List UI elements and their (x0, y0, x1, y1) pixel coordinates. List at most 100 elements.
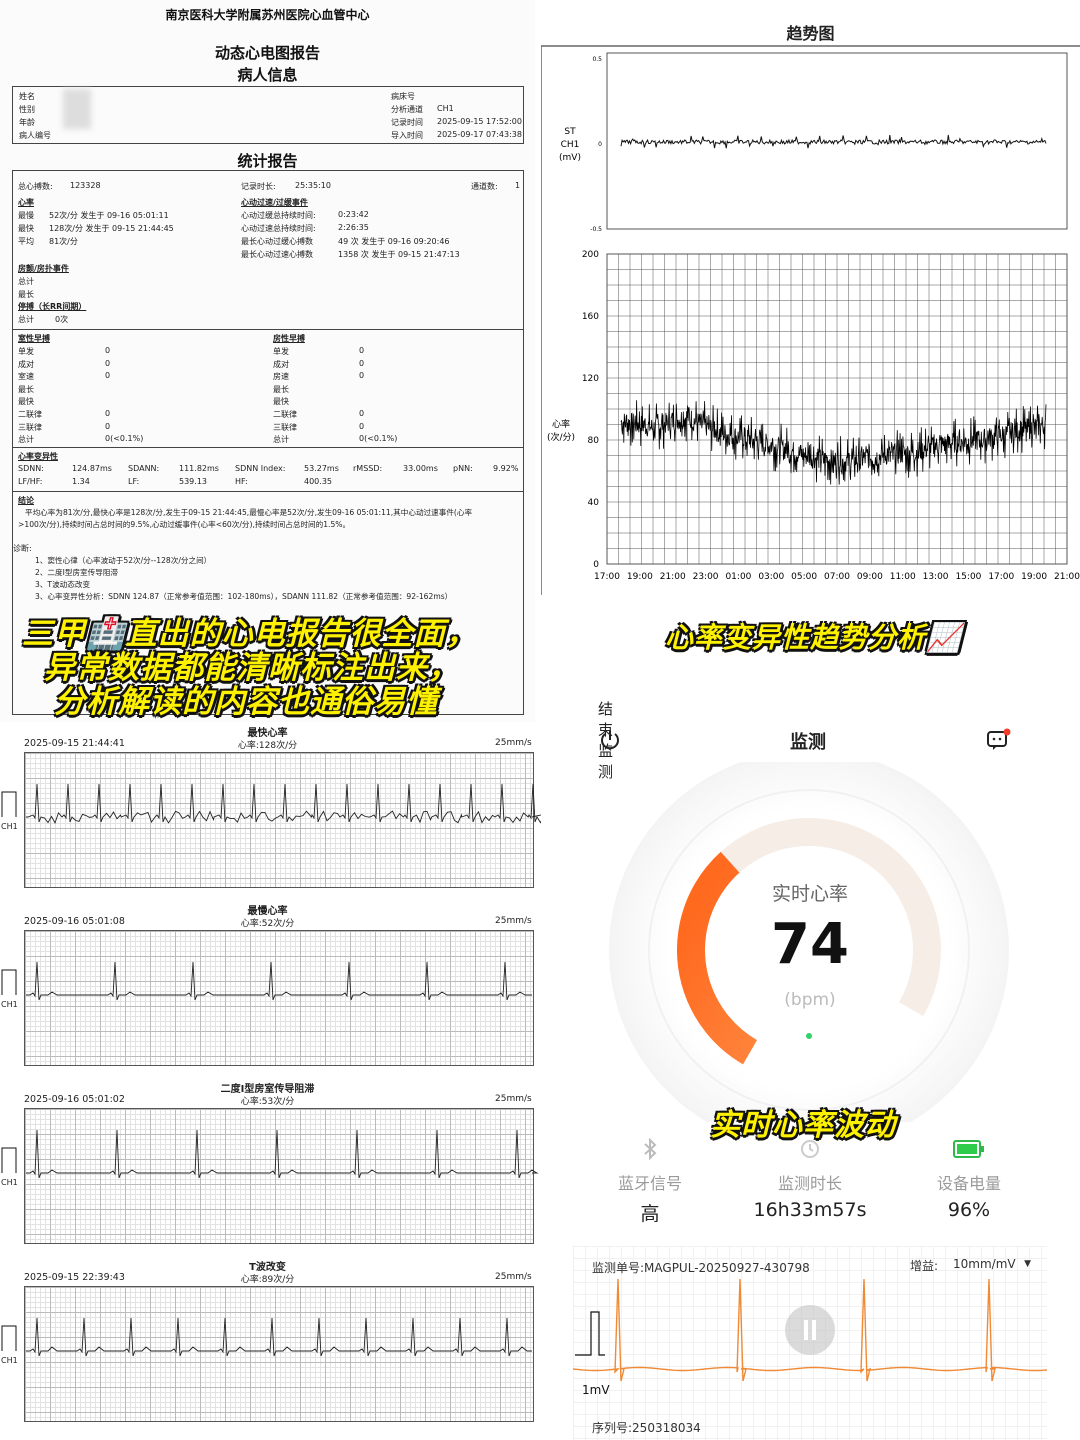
heart-rate-unit: (bpm) (784, 990, 836, 1010)
channels-label: 通道数: (471, 182, 498, 191)
chevron-down-icon: ▼ (1024, 1259, 1031, 1269)
ve-heading: 室性早搏 (18, 334, 50, 343)
strip-heart-rate: 心率:89次/分 (240, 1275, 295, 1285)
se-row-label: 成对 (273, 359, 289, 369)
trend-caption: 心率变异性趋势分析📈 (665, 621, 962, 654)
duration-value: 25:35:10 (295, 181, 331, 190)
se-row-value: 0 (359, 358, 365, 368)
report-caption-line-2: 异常数据都能清晰标注出来， (44, 650, 460, 686)
record-time-value: 2025-09-15 17:52:00 (437, 117, 522, 126)
ve-row-label: 最长 (18, 384, 34, 394)
strip-ecg-trace (26, 1317, 532, 1357)
st-label-3: (mV) (559, 153, 581, 163)
realtime-caption: 实时心率波动 (710, 1108, 896, 1143)
strip-channel: CH1 (1, 1356, 18, 1365)
pause-icon (804, 1320, 808, 1340)
calibration-pulse (1, 1325, 17, 1351)
monitor-app: 结束监测 监测 实时心率 74 (bpm) 实时心率波动 (570, 700, 1080, 1440)
realtime-ecg-chart (573, 1278, 1048, 1382)
brady-row-value: 0:23:42 (338, 210, 369, 219)
total-beats-label: 总心搏数: (18, 182, 53, 191)
strip-ecg-trace (26, 1129, 539, 1179)
ve-row-label: 最快 (18, 397, 34, 407)
patient-info-box: 姓名 性别 年龄 病人编号 病床号 分析通道 CH1 记录时间 2025-09-… (12, 86, 524, 144)
gauge-outer-ring (648, 789, 970, 1111)
strip-timestamp: 2025-09-15 21:44:41 (24, 738, 125, 749)
divider (13, 491, 523, 492)
strip-trace-svg (1, 1317, 532, 1357)
strip-speed: 25mm/s (495, 916, 532, 926)
se-row-label: 房速 (273, 372, 289, 382)
chat-icon[interactable] (985, 726, 1011, 752)
duration-label: 记录时长: (241, 182, 276, 191)
hrv-value: 124.87ms (72, 464, 112, 473)
brady-row-label: 心动过速总持续时间: (241, 224, 316, 233)
se-row-label: 三联律 (273, 422, 297, 432)
hr-x-tick: 17:00 (594, 572, 620, 582)
channel-value: CH1 (437, 104, 454, 113)
hr-x-tick: 21:00 (1054, 572, 1080, 582)
brady-row-label: 心动过缓总持续时间: (241, 211, 316, 220)
calibration-pulse (1, 969, 17, 995)
se-row-value: 0(<0.1%) (359, 434, 398, 444)
strip-heart-rate: 心率:53次/分 (240, 1097, 295, 1107)
diagnosis-item: 2、二度Ⅰ型房室传导阻滞 (35, 568, 119, 577)
hr-row-value: 52次/分 发生于 09-16 05:01:11 (49, 211, 169, 220)
strip-title: T波改变 (249, 1262, 286, 1273)
battery-icon (953, 1140, 984, 1158)
diagnosis-item: 1、窦性心律（心率波动于52次/分--128次/分之间） (35, 556, 212, 565)
strip-speed: 25mm/s (495, 1094, 532, 1104)
ecg-strip: T波改变 心率:89次/分 2025-09-15 22:39:43 25mm/s CH1 (0, 1256, 541, 1434)
report-title: 动态心电图报告 (214, 44, 320, 62)
ve-row-label: 二联律 (18, 410, 42, 419)
hrv-value: 400.35 (304, 477, 332, 486)
hrv-label: rMSSD: (353, 464, 383, 473)
hr-y-tick: 120 (582, 374, 599, 384)
hr-x-tick: 11:00 (890, 572, 916, 582)
ve-row-label: 室速 (18, 372, 34, 382)
pause-button[interactable] (785, 1305, 835, 1355)
gain-label: 增益: (910, 1259, 939, 1273)
strip-channel: CH1 (1, 822, 18, 831)
ve-row-value: 0 (105, 421, 111, 431)
hr-row-value: 81次/分 (49, 237, 78, 246)
hr-trace (620, 400, 1047, 485)
pause-total-value: 0次 (55, 315, 69, 324)
report-caption-line-1: 三甲🏥直出的心电报告很全面， (22, 616, 478, 652)
st-tick-bottom: -0.5 (590, 226, 602, 233)
end-monitor-button[interactable]: 结束监测 (598, 700, 622, 781)
scale-label: 1mV (582, 1383, 610, 1397)
channels-value: 1 (515, 181, 521, 190)
end-monitor-label: 结束监测 (598, 700, 614, 781)
clock-icon (801, 1140, 819, 1158)
brady-row-label: 最长心动过缓心搏数 (241, 237, 313, 246)
realtime-ecg-trace (573, 1278, 1048, 1382)
gain-select[interactable]: 10mm/mV ▼ (947, 1252, 1037, 1276)
strip-trace-svg (1, 961, 532, 1001)
brady-row-label: 最长心动过速心搏数 (241, 250, 313, 259)
hrv-label: HF: (235, 477, 248, 486)
hr-y-tick: 160 (582, 312, 599, 322)
ve-row-value: 0 (105, 346, 111, 355)
ve-row-label: 总计 (18, 435, 34, 445)
ecg-strip: 最慢心率 心率:52次/分 2025-09-16 05:01:08 25mm/s CH1 (0, 900, 541, 1078)
age-label: 年龄 (19, 118, 35, 127)
ecg-strips: 最快心率 心率:128次/分 2025-09-15 21:44:41 25mm/s CH… (0, 722, 541, 1440)
ve-row-label: 成对 (18, 359, 34, 369)
strip-title: 最快心率 (247, 728, 288, 739)
hr-y-tick: 200 (582, 250, 599, 260)
hr-heading: 心率 (18, 198, 34, 207)
strip-heart-rate: 心率:52次/分 (240, 919, 295, 929)
se-row-value: 0 (359, 346, 365, 355)
trend-chart: ST CH1 (mV) 0.5 0 -0.5 心率 (次/分) 200 160 12… (541, 45, 1080, 595)
hrv-label: SDANN: (128, 464, 160, 473)
ecg-report: 南京医科大学附属苏州医院心血管中心 动态心电图报告 病人信息 姓名 性别 年龄 … (0, 0, 535, 722)
hr-plot-frame (606, 253, 1068, 565)
st-label-2: CH1 (561, 140, 580, 150)
hr-axis-label-2: (次/分) (547, 431, 575, 443)
ve-row-value: 0 (105, 358, 111, 368)
ve-row-label: 单发 (18, 347, 34, 356)
se-row-value: 0 (359, 421, 365, 431)
hrv-value: 539.13 (179, 477, 207, 486)
hr-row-label: 最快 (18, 224, 34, 233)
